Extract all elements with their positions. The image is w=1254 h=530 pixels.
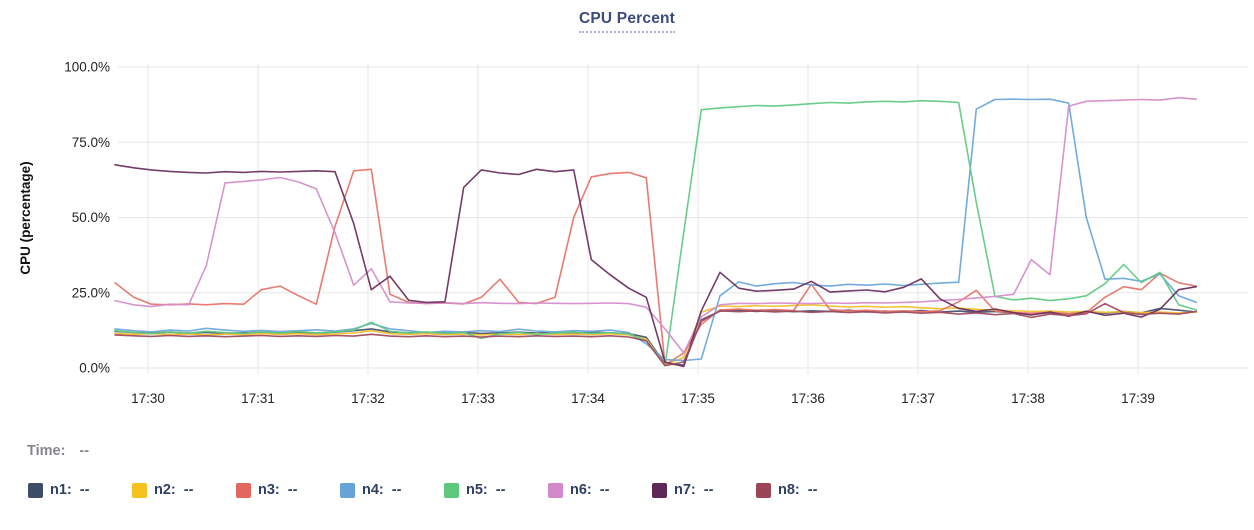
legend: n1: -- n2: -- n3: -- n4: -- n5: -- n6: -…: [28, 482, 860, 498]
series-line-n8: [114, 302, 1198, 367]
time-value: --: [79, 443, 90, 459]
x-tick-label: 17:38: [1011, 391, 1045, 406]
cpu-chart-svg[interactable]: 17:30 17:31 17:32 17:33 17:34 17:35 17:36 17:37…: [0, 0, 1254, 425]
y-tick-label: 100.0%: [64, 60, 110, 75]
x-tick-label: 17:30: [131, 391, 165, 406]
series-line-n6: [114, 96, 1198, 354]
legend-item-n8[interactable]: n8: --: [756, 482, 860, 498]
y-tick-label: 0.0%: [79, 361, 110, 376]
chart-title[interactable]: CPU Percent: [0, 10, 1254, 33]
x-tick-label: 17:34: [571, 391, 605, 406]
legend-label-n4: n4:: [362, 482, 384, 498]
x-tick-label: 17:32: [351, 391, 385, 406]
legend-swatch-n5: [444, 482, 459, 498]
legend-label-n5: n5:: [466, 482, 488, 498]
tooltip-time-row: Time: --: [27, 443, 89, 459]
legend-label-n6: n6:: [570, 482, 592, 498]
y-tick-label: 50.0%: [72, 210, 110, 225]
series-line-n7: [114, 164, 1198, 368]
legend-swatch-n8: [756, 482, 771, 498]
x-tick-label: 17:31: [241, 391, 275, 406]
legend-swatch-n4: [340, 482, 355, 498]
legend-value-n8: --: [807, 482, 818, 498]
x-tick-label: 17:37: [901, 391, 935, 406]
legend-item-n1[interactable]: n1: --: [28, 482, 132, 498]
legend-item-n2[interactable]: n2: --: [132, 482, 236, 498]
time-label: Time:: [27, 443, 66, 459]
legend-swatch-n6: [548, 482, 563, 498]
x-tick-label: 17:33: [461, 391, 495, 406]
legend-label-n7: n7:: [674, 482, 696, 498]
legend-value-n7: --: [703, 482, 714, 498]
legend-item-n3[interactable]: n3: --: [236, 482, 340, 498]
chart-title-text: CPU Percent: [578, 10, 676, 33]
y-axis-title: CPU (percentage): [18, 161, 33, 274]
legend-swatch-n3: [236, 482, 251, 498]
legend-value-n4: --: [391, 482, 402, 498]
x-tick-label: 17:39: [1121, 391, 1155, 406]
legend-value-n1: --: [79, 482, 90, 498]
legend-swatch-n2: [132, 482, 147, 498]
legend-item-n5[interactable]: n5: --: [444, 482, 548, 498]
legend-item-n4[interactable]: n4: --: [340, 482, 444, 498]
legend-value-n6: --: [599, 482, 610, 498]
series-line-n5: [114, 99, 1198, 367]
x-tick-label: 17:35: [681, 391, 715, 406]
legend-swatch-n1: [28, 482, 43, 498]
legend-item-n7[interactable]: n7: --: [652, 482, 756, 498]
legend-swatch-n7: [652, 482, 667, 498]
legend-item-n6[interactable]: n6: --: [548, 482, 652, 498]
legend-value-n5: --: [495, 482, 506, 498]
y-tick-label: 25.0%: [72, 285, 110, 300]
series-line-n4: [114, 98, 1198, 362]
legend-label-n1: n1:: [50, 482, 72, 498]
x-tick-label: 17:36: [791, 391, 825, 406]
legend-label-n3: n3:: [258, 482, 280, 498]
legend-value-n2: --: [183, 482, 194, 498]
y-tick-label: 75.0%: [72, 135, 110, 150]
legend-value-n3: --: [287, 482, 298, 498]
legend-label-n2: n2:: [154, 482, 176, 498]
legend-label-n8: n8:: [778, 482, 800, 498]
